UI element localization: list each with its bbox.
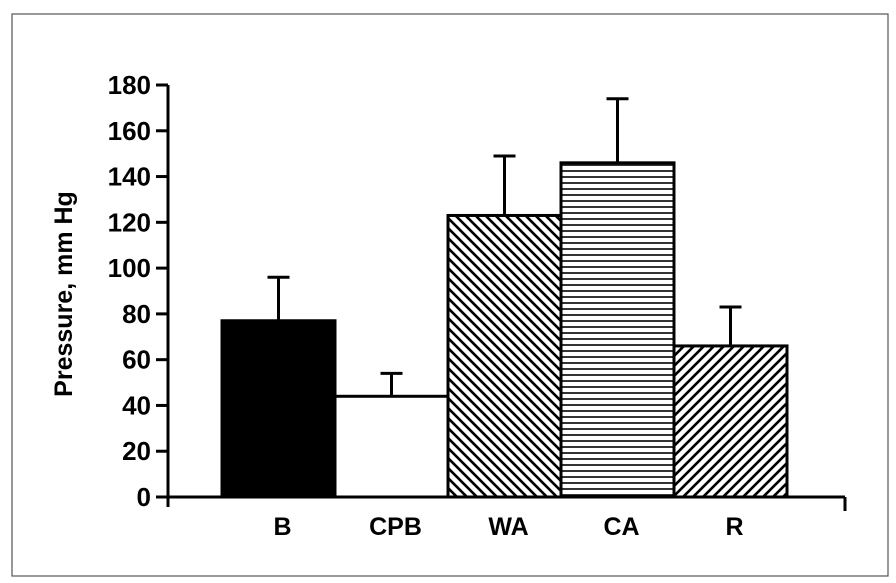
x-tick-label-wa: WA (488, 513, 528, 541)
y-tick-label: 120 (108, 207, 151, 237)
bar-b (220, 319, 337, 499)
y-tick-label: 0 (137, 482, 151, 512)
x-tick-label-b: B (273, 513, 291, 541)
bar-ca (559, 161, 676, 499)
y-tick-label: 100 (108, 253, 151, 283)
bar-cpb (333, 394, 450, 499)
x-tick-label-r: R (725, 513, 743, 541)
y-tick-label: 20 (122, 436, 151, 466)
figure-border (11, 13, 889, 577)
y-tick-label: 160 (108, 116, 151, 146)
x-tick-labels: B CPB WA CA R (273, 513, 743, 541)
y-tick-label: 140 (108, 162, 151, 192)
y-tick-label: 180 (108, 70, 151, 100)
axes: 0 20 40 60 80 100 120 140 160 180 (108, 70, 847, 512)
x-tick-label-ca: CA (603, 513, 639, 541)
y-tick-label: 80 (122, 299, 151, 329)
y-tick-label: 60 (122, 345, 151, 375)
x-tick-label-cpb: CPB (369, 513, 422, 541)
bars (220, 97, 789, 499)
y-tick-label: 40 (122, 390, 151, 420)
bar-r (672, 344, 789, 499)
y-axis-label: Pressure, mm Hg (50, 191, 78, 397)
bar-wa (446, 213, 563, 499)
